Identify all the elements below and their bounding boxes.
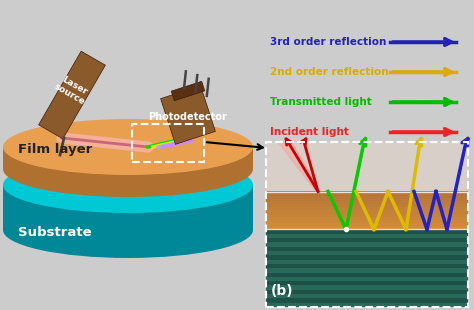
Bar	[266, 238, 468, 242]
Polygon shape	[3, 185, 253, 230]
Bar	[266, 290, 468, 294]
Bar	[266, 142, 468, 192]
Polygon shape	[171, 81, 205, 101]
Ellipse shape	[3, 141, 253, 197]
Bar	[266, 229, 468, 234]
Text: Substrate: Substrate	[18, 225, 91, 238]
Bar	[266, 216, 468, 220]
Bar	[266, 302, 468, 307]
Ellipse shape	[3, 157, 253, 213]
Bar	[266, 213, 468, 217]
Bar	[266, 294, 468, 299]
Text: (b): (b)	[271, 284, 293, 298]
Bar	[266, 281, 468, 286]
Bar	[266, 268, 468, 272]
Bar	[266, 142, 468, 307]
Text: Photodetector: Photodetector	[149, 112, 228, 122]
Polygon shape	[3, 147, 253, 169]
Bar	[266, 204, 468, 207]
Text: Film layer: Film layer	[18, 144, 92, 157]
Bar	[266, 298, 468, 303]
Ellipse shape	[3, 119, 253, 175]
Bar	[266, 194, 468, 198]
Bar	[266, 210, 468, 214]
Bar	[266, 246, 468, 251]
Bar	[266, 264, 468, 268]
Polygon shape	[161, 86, 215, 144]
Bar	[266, 242, 468, 247]
Text: Incident light: Incident light	[270, 127, 349, 137]
Bar	[266, 226, 468, 229]
Bar	[266, 255, 468, 259]
Bar	[266, 285, 468, 290]
Bar	[266, 219, 468, 223]
Bar	[132, 124, 204, 162]
Ellipse shape	[3, 202, 253, 258]
Text: 2nd order reflection: 2nd order reflection	[270, 67, 389, 77]
Polygon shape	[278, 142, 320, 192]
Text: Transmitted light: Transmitted light	[270, 97, 372, 107]
Bar	[266, 223, 468, 226]
Bar	[266, 251, 468, 255]
Bar	[266, 277, 468, 281]
Bar	[266, 259, 468, 264]
Bar	[266, 233, 468, 238]
Bar	[266, 191, 468, 195]
Bar	[266, 207, 468, 210]
Bar	[266, 201, 468, 204]
Text: 3rd order reflection: 3rd order reflection	[270, 37, 386, 47]
Text: Laser
source: Laser source	[53, 73, 91, 107]
Bar	[266, 197, 468, 201]
Bar	[266, 272, 468, 277]
Polygon shape	[38, 51, 105, 139]
